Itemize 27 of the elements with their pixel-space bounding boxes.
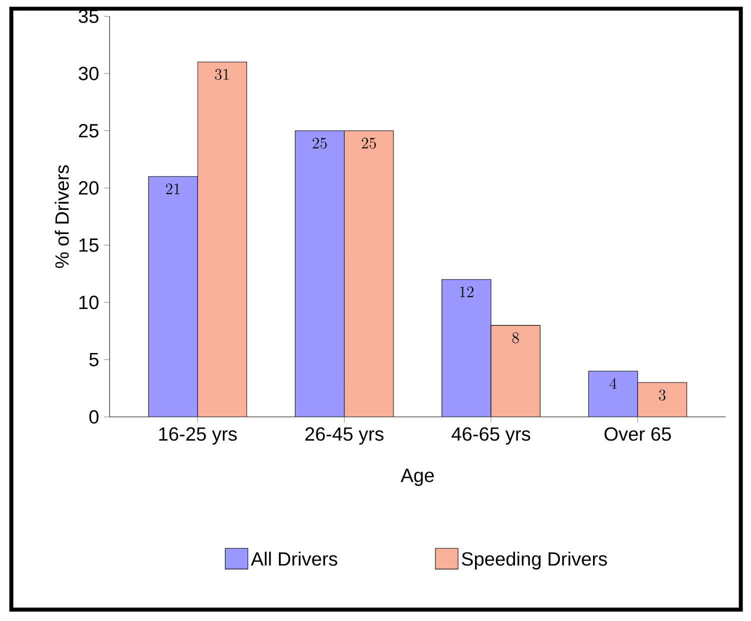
y-axis-title: % of Drivers [54, 165, 69, 268]
data-label: 8 [512, 332, 519, 344]
data-label: 21 [166, 184, 180, 194]
data-label: 25 [312, 138, 327, 149]
bar [588, 370, 638, 417]
bar [442, 280, 491, 417]
y-tick-label: 0 [89, 410, 99, 424]
data-label: 31 [215, 69, 229, 80]
y-tick-label: 20 [78, 181, 98, 195]
bar [148, 176, 198, 417]
x-tick-label: 16-25 yrs [159, 427, 237, 445]
bar [295, 130, 344, 417]
y-tick-label: 30 [78, 66, 98, 80]
data-label: 12 [460, 286, 474, 298]
y-tick-label: 5 [89, 352, 98, 366]
data-label: 3 [658, 390, 666, 400]
y-tick-label: 25 [78, 124, 98, 138]
y-tick-label: 10 [79, 296, 98, 310]
x-axis-title: Age [400, 468, 434, 486]
data-label: 25 [362, 138, 376, 149]
x-tick-label: Over 65 [604, 427, 671, 441]
legend-label: All Drivers [250, 552, 338, 566]
x-tick-label: 26-45 yrs [305, 427, 384, 445]
legend-label: Speeding Drivers [462, 552, 607, 570]
y-tick-label: 15 [79, 238, 98, 252]
x-tick-label: 46-65 yrs [452, 427, 530, 445]
data-label: 4 [610, 378, 617, 389]
